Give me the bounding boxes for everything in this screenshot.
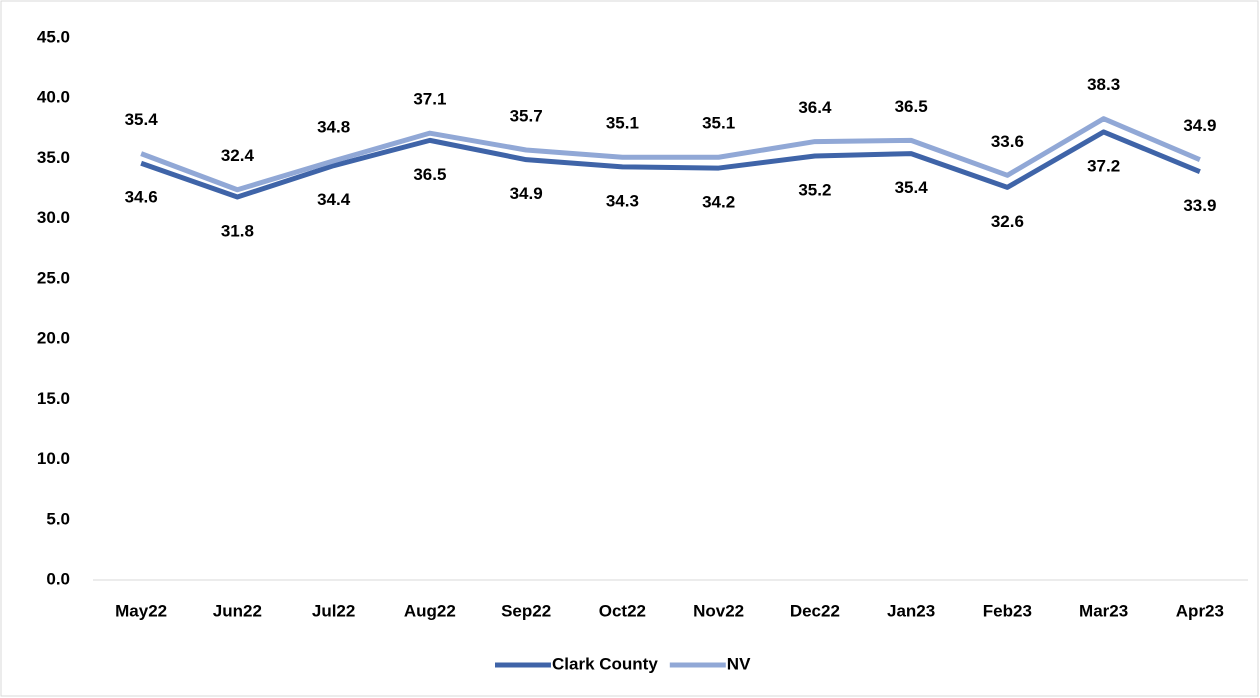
data-label: 36.4 — [798, 98, 832, 117]
legend-label: Clark County — [552, 654, 658, 673]
x-tick-label: Jan23 — [887, 601, 935, 620]
y-tick-label: 15.0 — [37, 389, 70, 408]
data-label: 36.5 — [413, 165, 446, 184]
y-tick-label: 25.0 — [37, 268, 70, 287]
x-tick-label: Apr23 — [1176, 601, 1224, 620]
legend-label: NV — [727, 654, 751, 673]
y-tick-label: 5.0 — [46, 509, 70, 528]
line-series — [140, 116, 1201, 193]
data-label: 33.9 — [1183, 196, 1216, 215]
x-tick-label: Nov22 — [693, 601, 744, 620]
data-label: 34.9 — [1183, 116, 1216, 135]
y-tick-label: 30.0 — [37, 208, 70, 227]
y-tick-label: 10.0 — [37, 449, 70, 468]
data-label: 32.6 — [991, 212, 1024, 231]
data-label: 35.7 — [510, 106, 543, 125]
y-tick-label: 45.0 — [37, 27, 70, 46]
data-label: 34.2 — [702, 193, 735, 212]
data-label: 37.2 — [1087, 156, 1120, 175]
y-tick-label: 0.0 — [46, 569, 70, 588]
x-tick-label: Aug22 — [404, 601, 456, 620]
y-tick-label: 35.0 — [37, 148, 70, 167]
y-tick-label: 40.0 — [37, 88, 70, 107]
x-tick-label: Oct22 — [599, 601, 646, 620]
x-tick-label: Jul22 — [312, 601, 355, 620]
data-label: 31.8 — [221, 221, 254, 240]
data-label: 36.5 — [895, 97, 928, 116]
data-label: 33.6 — [991, 132, 1024, 151]
data-label: 34.8 — [317, 117, 350, 136]
data-label: 34.9 — [510, 184, 543, 203]
x-tick-label: Feb23 — [983, 601, 1032, 620]
data-label: 38.3 — [1087, 75, 1120, 94]
data-label: 34.3 — [606, 191, 639, 210]
line-series — [140, 129, 1201, 200]
data-label: 37.1 — [413, 90, 446, 109]
x-tick-label: Sep22 — [501, 601, 551, 620]
data-label: 35.1 — [606, 114, 639, 133]
data-label: 35.4 — [125, 110, 159, 129]
data-label: 34.4 — [317, 190, 351, 209]
data-label: 35.1 — [702, 114, 735, 133]
y-tick-label: 20.0 — [37, 329, 70, 348]
x-tick-label: May22 — [115, 601, 167, 620]
data-label: 34.6 — [125, 188, 158, 207]
x-tick-label: Jun22 — [213, 601, 262, 620]
x-tick-label: Dec22 — [790, 601, 840, 620]
data-label: 35.4 — [895, 178, 929, 197]
data-label: 32.4 — [221, 146, 255, 165]
x-tick-label: Mar23 — [1079, 601, 1128, 620]
data-label: 35.2 — [798, 181, 831, 200]
